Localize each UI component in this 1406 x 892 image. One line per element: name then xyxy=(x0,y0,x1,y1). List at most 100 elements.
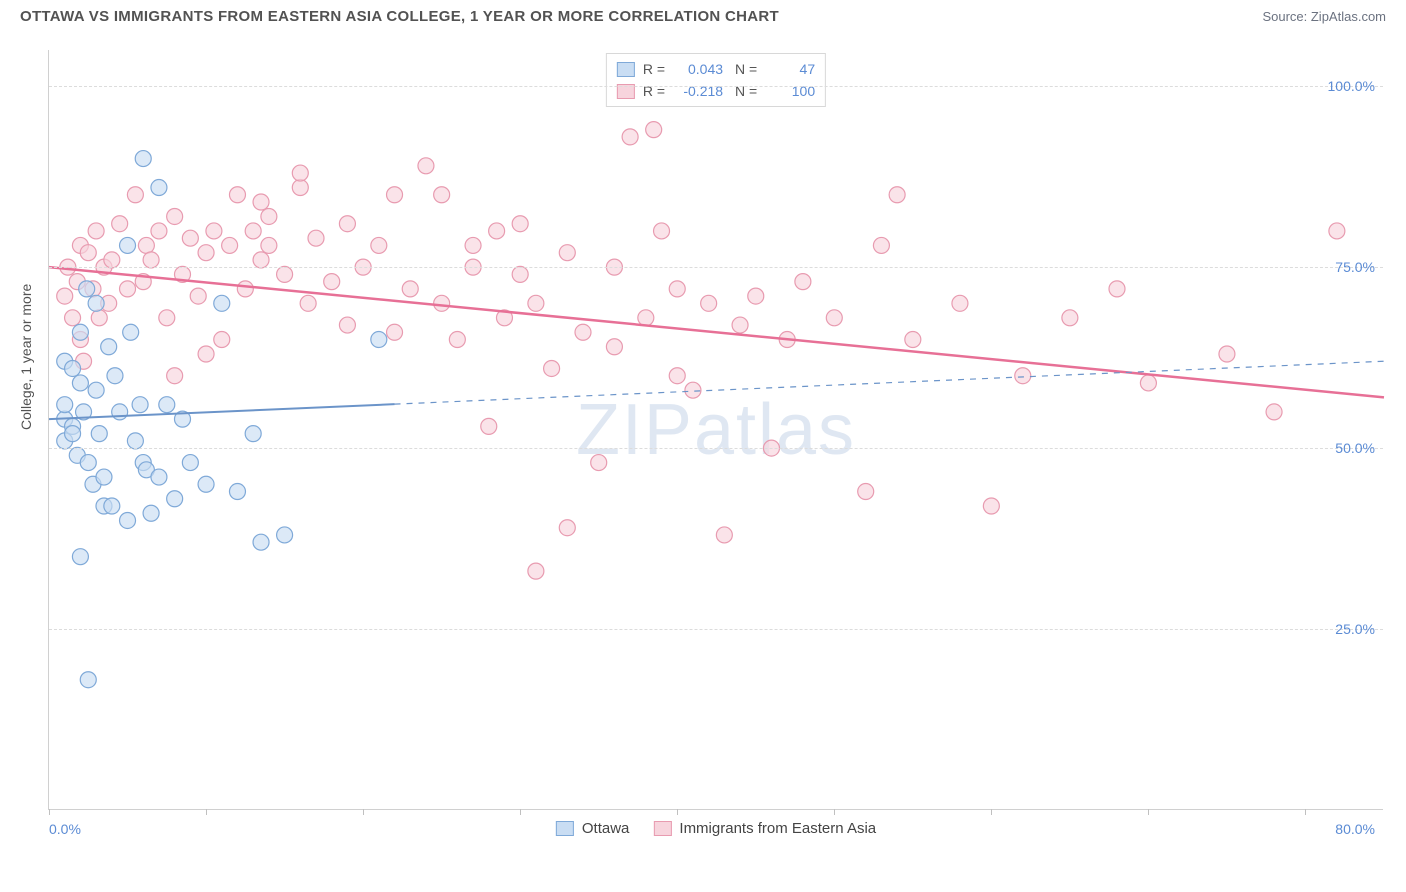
data-point xyxy=(65,360,81,376)
y-axis-label: College, 1 year or more xyxy=(18,284,34,430)
data-point xyxy=(222,237,238,253)
data-point xyxy=(654,223,670,239)
data-point xyxy=(434,187,450,203)
data-point xyxy=(1140,375,1156,391)
y-tick-label: 75.0% xyxy=(1335,259,1375,275)
data-point xyxy=(795,274,811,290)
data-point xyxy=(277,527,293,543)
data-point xyxy=(371,332,387,348)
data-point xyxy=(72,549,88,565)
legend-item-ottawa: Ottawa xyxy=(556,820,630,837)
data-point xyxy=(127,187,143,203)
x-tick xyxy=(677,809,678,815)
data-point xyxy=(905,332,921,348)
x-tick xyxy=(991,809,992,815)
data-point xyxy=(1062,310,1078,326)
data-point xyxy=(371,237,387,253)
chart-title: OTTAWA VS IMMIGRANTS FROM EASTERN ASIA C… xyxy=(20,8,779,25)
legend-bottom: Ottawa Immigrants from Eastern Asia xyxy=(556,820,876,837)
data-point xyxy=(143,505,159,521)
data-point xyxy=(132,397,148,413)
data-point xyxy=(80,245,96,261)
swatch-ottawa-icon xyxy=(556,821,574,836)
data-point xyxy=(88,295,104,311)
data-point xyxy=(748,288,764,304)
data-point xyxy=(182,230,198,246)
data-point xyxy=(253,252,269,268)
data-point xyxy=(324,274,340,290)
swatch-ottawa-icon xyxy=(617,62,635,77)
data-point xyxy=(159,310,175,326)
data-point xyxy=(104,252,120,268)
data-point xyxy=(151,180,167,196)
data-point xyxy=(120,237,136,253)
data-point xyxy=(1266,404,1282,420)
data-point xyxy=(120,281,136,297)
data-point xyxy=(1219,346,1235,362)
data-point xyxy=(167,491,183,507)
data-point xyxy=(873,237,889,253)
data-point xyxy=(701,295,717,311)
x-tick xyxy=(1148,809,1149,815)
data-point xyxy=(79,281,95,297)
data-point xyxy=(952,295,968,311)
data-point xyxy=(669,368,685,384)
data-point xyxy=(151,223,167,239)
data-point xyxy=(261,237,277,253)
legend-eastern-asia-label: Immigrants from Eastern Asia xyxy=(679,820,876,837)
data-point xyxy=(732,317,748,333)
data-point xyxy=(72,375,88,391)
chart-plot-area: ZIPatlas R = 0.043 N = 47 R = -0.218 N =… xyxy=(48,50,1383,810)
data-point xyxy=(143,252,159,268)
data-point xyxy=(245,426,261,442)
data-point xyxy=(277,266,293,282)
data-point xyxy=(418,158,434,174)
legend-stats-row-eastern-asia: R = -0.218 N = 100 xyxy=(617,80,815,102)
data-point xyxy=(229,187,245,203)
data-point xyxy=(112,216,128,232)
data-point xyxy=(300,295,316,311)
grid-line xyxy=(49,267,1383,268)
data-point xyxy=(481,418,497,434)
data-point xyxy=(591,455,607,471)
data-point xyxy=(253,534,269,550)
data-point xyxy=(91,310,107,326)
data-point xyxy=(1109,281,1125,297)
data-point xyxy=(237,281,253,297)
data-point xyxy=(261,208,277,224)
data-point xyxy=(138,237,154,253)
data-point xyxy=(889,187,905,203)
data-point xyxy=(387,187,403,203)
data-point xyxy=(983,498,999,514)
data-point xyxy=(638,310,654,326)
legend-stats-row-ottawa: R = 0.043 N = 47 xyxy=(617,58,815,80)
data-point xyxy=(198,476,214,492)
x-tick xyxy=(1305,809,1306,815)
trend-line xyxy=(49,267,1384,397)
y-tick-label: 50.0% xyxy=(1335,440,1375,456)
x-axis-max-label: 80.0% xyxy=(1335,821,1375,837)
data-point xyxy=(308,230,324,246)
data-point xyxy=(575,324,591,340)
data-point xyxy=(465,237,481,253)
grid-line xyxy=(49,629,1383,630)
data-point xyxy=(214,295,230,311)
data-point xyxy=(57,397,73,413)
x-axis-min-label: 0.0% xyxy=(49,821,81,837)
chart-header: OTTAWA VS IMMIGRANTS FROM EASTERN ASIA C… xyxy=(0,0,1406,29)
data-point xyxy=(151,469,167,485)
data-point xyxy=(449,332,465,348)
x-tick xyxy=(49,809,50,815)
n-value-ottawa: 47 xyxy=(765,58,815,80)
x-tick xyxy=(834,809,835,815)
swatch-eastern-asia-icon xyxy=(653,821,671,836)
legend-item-eastern-asia: Immigrants from Eastern Asia xyxy=(653,820,876,837)
data-point xyxy=(167,208,183,224)
x-tick xyxy=(363,809,364,815)
data-point xyxy=(127,433,143,449)
x-tick xyxy=(520,809,521,815)
data-point xyxy=(646,122,662,138)
data-point xyxy=(512,216,528,232)
data-point xyxy=(606,339,622,355)
data-point xyxy=(858,484,874,500)
